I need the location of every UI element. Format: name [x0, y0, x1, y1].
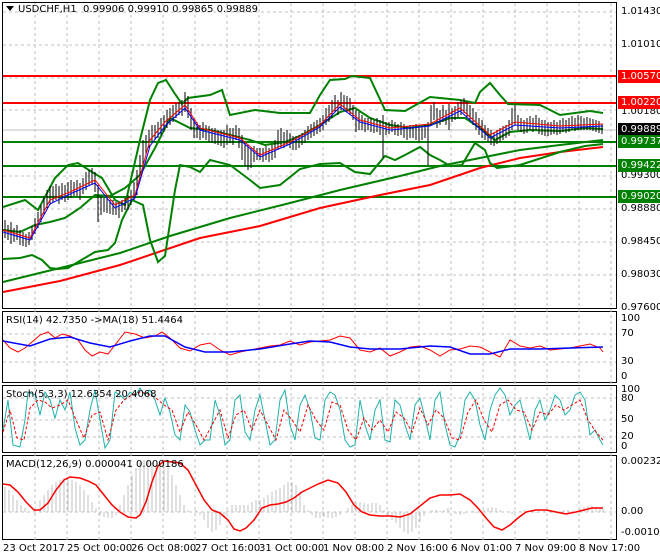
short-ma-red: [2, 103, 604, 239]
short-ma-blue: [2, 106, 604, 241]
chart-menu-triangle-icon[interactable]: [6, 6, 14, 11]
current-price-tag: 0.99889: [618, 123, 660, 136]
rsi-ma-line: [2, 335, 604, 355]
time-label: 6 Nov 01:00: [451, 543, 513, 554]
price-tick: 0.97600: [621, 302, 660, 313]
stoch-tick: 100: [621, 384, 641, 395]
macd-signal-line: [2, 460, 603, 532]
rsi-tick: 70: [621, 328, 634, 339]
rsi-title: RSI(14) 42.7350 ->MA(18) 51.4464: [6, 315, 183, 326]
time-label: 2 Nov 16:00: [387, 543, 449, 554]
price-tick: 1.00180: [621, 106, 660, 117]
macd-tick: 0.00: [621, 506, 644, 517]
time-label: 1 Nov 08:00: [323, 543, 385, 554]
price-tick: 0.98450: [621, 236, 660, 247]
rsi-tick: 100: [621, 313, 641, 324]
rsi-tick: 30: [621, 356, 634, 367]
macd-tick: 0.002321: [621, 456, 660, 467]
long-ma-green: [2, 139, 604, 283]
rsi-tick: 0: [621, 371, 628, 382]
price-tick: 1.01430: [621, 6, 660, 17]
stoch-tick: 50: [621, 414, 634, 425]
stoch-main-line: [2, 387, 604, 450]
stoch-title: Stoch(5,3,3) 12.6354 20.4068: [6, 389, 157, 400]
macd-tick: -0.001042: [621, 527, 660, 538]
time-label: 25 Oct 00:00: [67, 543, 133, 554]
resistance-tag: 1.00570: [618, 70, 660, 83]
chart-header: USDCHF,H1 0.99906 0.99910 0.99865 0.9988…: [6, 4, 258, 16]
bollinger-upper: [2, 74, 604, 212]
time-label: 7 Nov 09:00: [515, 543, 577, 554]
bollinger-lower: [2, 141, 604, 271]
price-tick: 1.01010: [621, 39, 660, 50]
panel-frames: [2, 2, 617, 540]
stoch-tick: 80: [621, 393, 634, 404]
price-tick: 0.98880: [621, 203, 660, 214]
price-tick: 0.99300: [621, 170, 660, 181]
time-label: 27 Oct 16:00: [195, 543, 261, 554]
horizontal-grid: [3, 11, 616, 513]
macd-histogram: [4, 460, 604, 534]
support-tag: 0.99422: [618, 159, 660, 172]
price-bars: [4, 92, 603, 247]
time-label: 23 Oct 2017: [3, 543, 65, 554]
support-tag: 0.99737: [618, 135, 660, 148]
time-label: 26 Oct 08:00: [131, 543, 197, 554]
symbol-timeframe: USDCHF,H1: [18, 4, 77, 15]
macd-title: MACD(12,26,9) 0.000041 0.000186: [6, 459, 184, 470]
rsi-line: [2, 331, 604, 358]
time-label: 8 Nov 17:00: [579, 543, 641, 554]
price-tick: 0.98030: [621, 269, 660, 280]
long-ma-red: [2, 146, 604, 293]
stoch-tick: 20: [621, 431, 634, 442]
resistance-tag: 1.00220: [618, 96, 660, 109]
time-label: 31 Oct 00:00: [259, 543, 325, 554]
stoch-tick: 0: [621, 441, 628, 452]
support-tag: 0.99020: [618, 190, 660, 203]
ohlc-values: 0.99906 0.99910 0.99865 0.99889: [83, 4, 258, 15]
